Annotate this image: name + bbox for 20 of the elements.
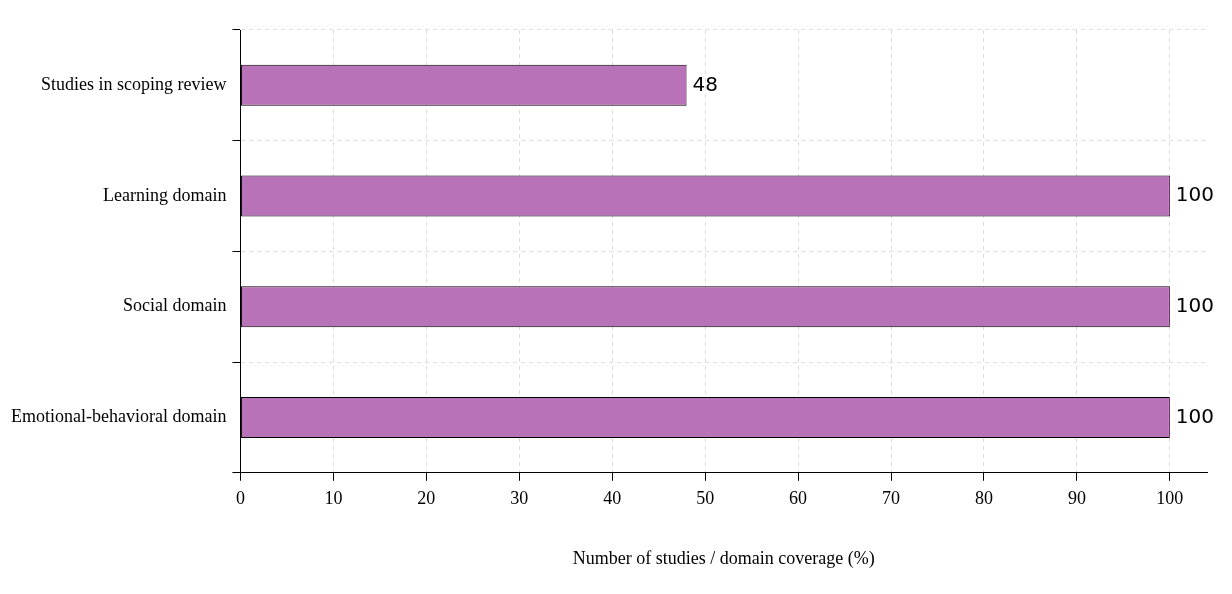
x-tick-label: 30 bbox=[510, 488, 529, 509]
x-tick-label: 0 bbox=[235, 488, 245, 509]
data-label: 100 bbox=[1175, 403, 1215, 428]
y-tick-label: Emotional-behavioral domain bbox=[11, 406, 227, 427]
x-tick-label: 60 bbox=[789, 488, 808, 509]
x-tick-label: 40 bbox=[603, 488, 622, 509]
data-label: 48 bbox=[692, 71, 718, 96]
y-tick-label: Studies in scoping review bbox=[40, 74, 227, 95]
x-tick-label: 10 bbox=[324, 488, 343, 509]
x-tick-label: 100 bbox=[1156, 488, 1184, 509]
data-label: 100 bbox=[1175, 182, 1215, 207]
x-tick-label: 20 bbox=[417, 488, 436, 509]
data-label: 100 bbox=[1175, 292, 1215, 317]
x-tick-label: 90 bbox=[1067, 488, 1086, 509]
x-tick-label: 50 bbox=[696, 488, 715, 509]
x-axis-title: Number of studies / domain coverage (%) bbox=[572, 547, 875, 569]
x-tick-label: 70 bbox=[882, 488, 901, 509]
y-tick-label: Learning domain bbox=[102, 184, 227, 205]
x-tick-label: 80 bbox=[974, 488, 993, 509]
y-tick-label: Social domain bbox=[122, 295, 227, 316]
